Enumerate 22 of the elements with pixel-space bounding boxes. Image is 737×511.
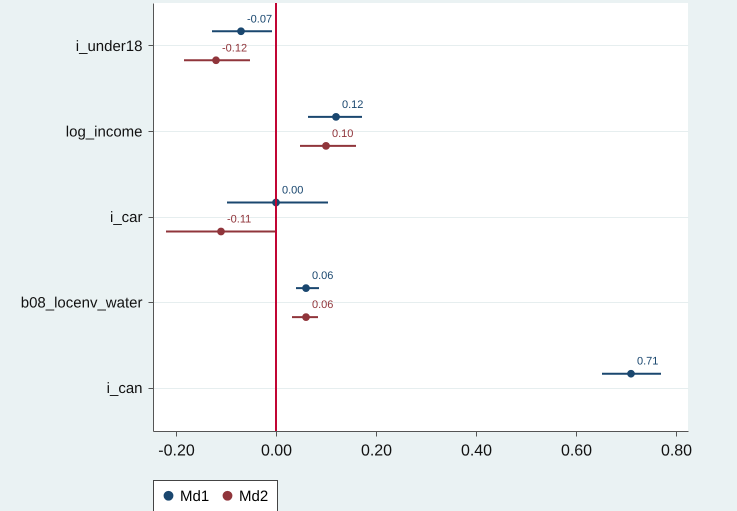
y-tick-label: log_income: [66, 123, 142, 140]
data-label: 0.10: [332, 128, 354, 140]
y-tick-label: i_can: [106, 380, 142, 398]
x-tick-label: 0.80: [660, 442, 692, 460]
data-label: -0.12: [222, 42, 248, 54]
y-tick-label: b08_locenv_water: [20, 294, 142, 312]
data-label: -0.07: [247, 13, 272, 26]
data-label: 0.71: [637, 356, 658, 368]
x-tick-label: 0.20: [360, 442, 392, 460]
y-tick-label: i_under18: [76, 38, 142, 55]
y-tick-label: i_car: [110, 209, 142, 226]
data-label: -0.11: [227, 214, 252, 226]
data-label: 0.06: [312, 299, 334, 312]
x-tick-label: 0.60: [560, 442, 592, 460]
x-tick-label: -0.20: [158, 442, 195, 460]
data-label: 0.12: [342, 98, 364, 111]
legend-label: Md1: [180, 488, 210, 505]
legend-label: Md2: [239, 488, 268, 505]
data-label: 0.06: [312, 270, 334, 282]
x-tick-label: 0.40: [460, 442, 492, 460]
x-tick-label: 0.00: [260, 442, 292, 460]
data-label: 0.00: [282, 184, 304, 196]
